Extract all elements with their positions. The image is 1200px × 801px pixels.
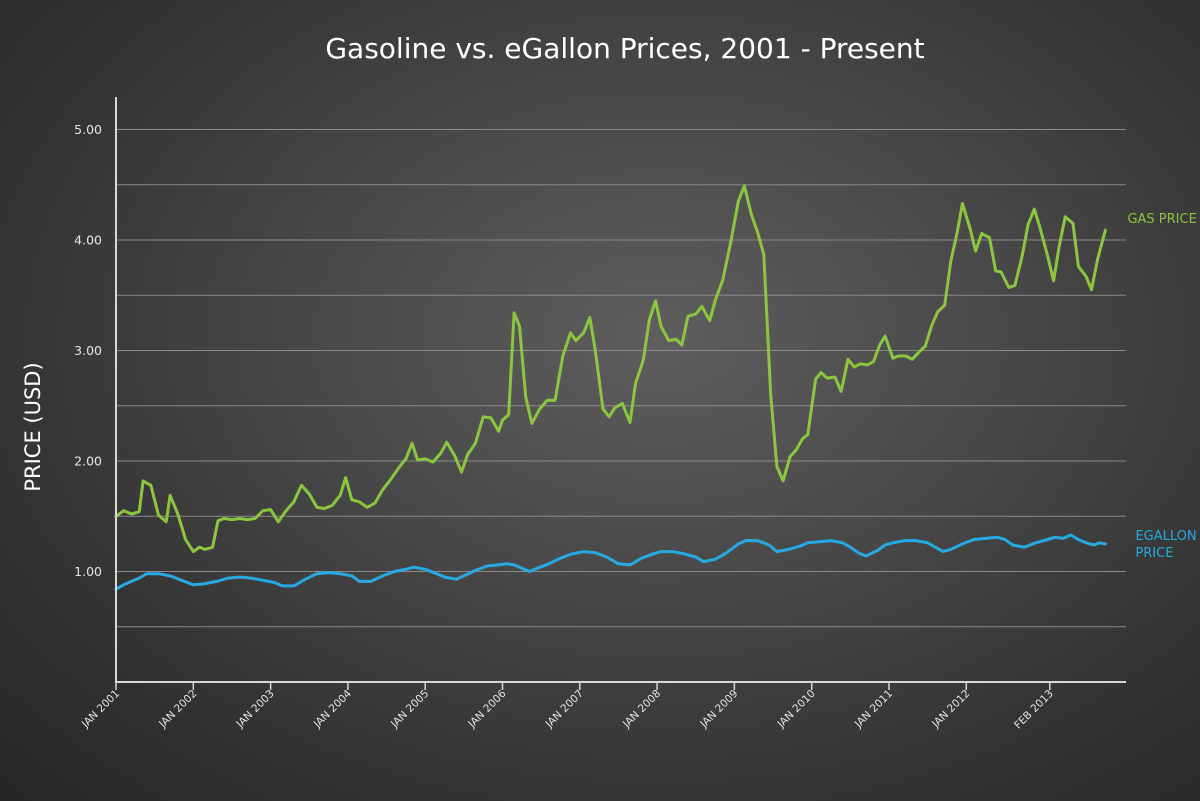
y-tick-label: 1.00 (74, 564, 102, 579)
x-tick-label: FEB 2013 (1012, 688, 1056, 732)
y-tick-label: 2.00 (74, 454, 102, 469)
y-tick-label: 3.00 (74, 343, 102, 358)
x-tick-label: JAN 2012 (929, 688, 972, 731)
egallon-price-label: EGALLON (1135, 529, 1196, 544)
y-axis-ticks: 1.00 2.00 3.00 4.00 5.00 (74, 122, 102, 579)
series-labels: GAS PRICE EGALLON PRICE (1127, 212, 1196, 561)
gridlines (116, 129, 1126, 628)
gas-price-label: GAS PRICE (1127, 212, 1196, 227)
x-tick-label: JAN 2006 (465, 687, 508, 730)
x-tick-label: JAN 2005 (388, 688, 431, 731)
x-tick-label: JAN 2003 (234, 688, 277, 731)
x-axis-ticks: JAN 2001 JAN 2002 JAN 2003 JAN 2004 JAN 2005… (79, 682, 1056, 731)
y-tick-label: 4.00 (74, 233, 102, 248)
x-tick-label: JAN 2010 (775, 688, 818, 731)
x-tick-label: JAN 2011 (852, 688, 895, 731)
egallon-price-line (114, 533, 1107, 591)
y-tick-label: 5.00 (74, 122, 102, 137)
x-tick-label: JAN 2002 (156, 688, 199, 731)
chart-axes (115, 97, 1126, 683)
series-lines (114, 184, 1107, 591)
y-axis-label: PRICE (USD) (21, 362, 45, 491)
x-tick-label: JAN 2007 (543, 688, 586, 731)
x-tick-label: JAN 2009 (697, 688, 740, 731)
chart-title: Gasoline vs. eGallon Prices, 2001 - Pres… (325, 32, 924, 65)
gas-price-line (114, 184, 1107, 554)
egallon-price-label: PRICE (1135, 546, 1173, 561)
x-tick-label: JAN 2001 (79, 688, 122, 731)
x-tick-label: JAN 2008 (620, 688, 663, 731)
x-tick-label: JAN 2004 (311, 687, 354, 730)
